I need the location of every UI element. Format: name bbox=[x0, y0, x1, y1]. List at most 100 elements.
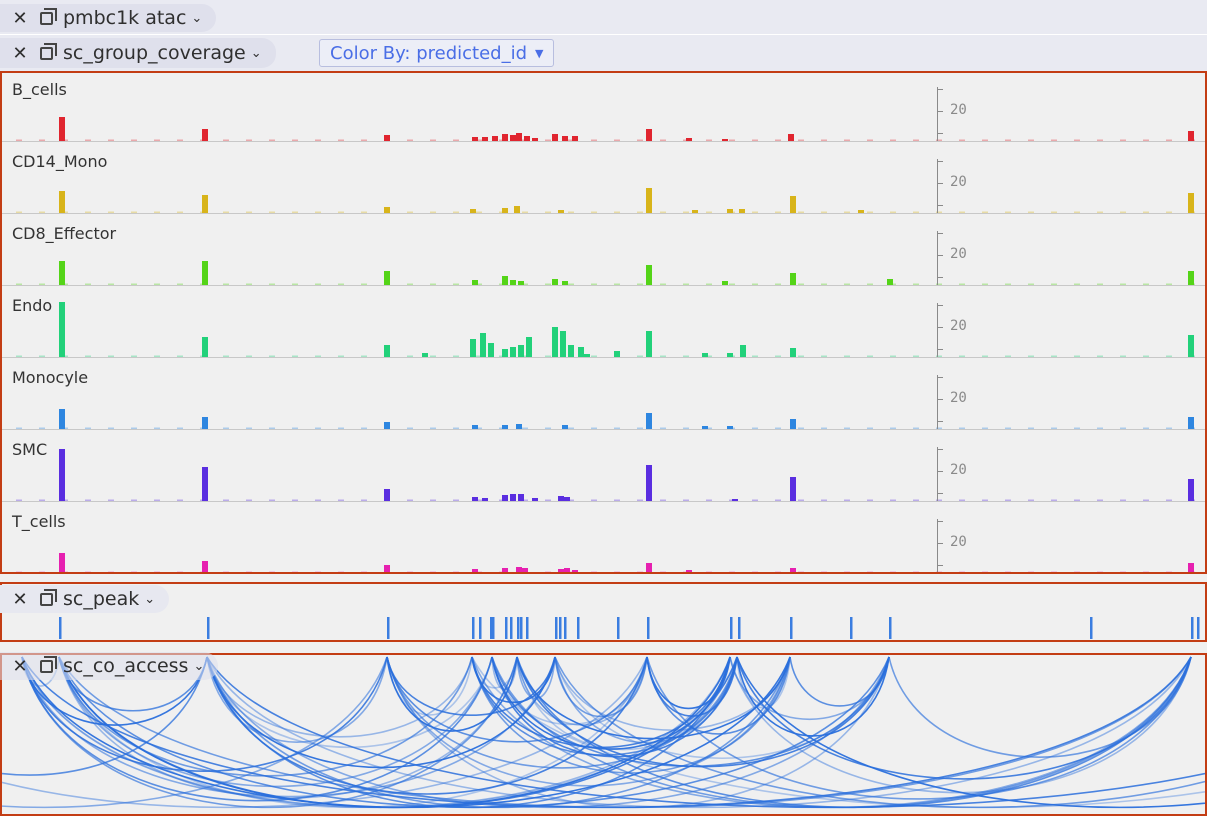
tab-sc-peak[interactable]: ✕ sc_peak ⌄ bbox=[0, 585, 170, 613]
coverage-bar bbox=[564, 497, 570, 501]
chevron-down-icon[interactable]: ⌄ bbox=[144, 591, 156, 607]
close-icon[interactable]: ✕ bbox=[12, 42, 28, 64]
noise-bar bbox=[1120, 283, 1126, 285]
group-label: B_cells bbox=[12, 80, 67, 99]
noise-bar bbox=[315, 427, 321, 429]
noise-bar bbox=[269, 283, 275, 285]
track-settings-icon[interactable] bbox=[40, 588, 57, 606]
noise-bar bbox=[177, 355, 183, 357]
coverage-bar bbox=[1188, 417, 1194, 429]
noise-bar bbox=[959, 355, 965, 357]
noise-bar bbox=[338, 283, 344, 285]
y-axis-tick-label: 20 bbox=[950, 246, 967, 262]
y-axis-tick-label: 20 bbox=[950, 174, 967, 190]
coverage-bar bbox=[384, 422, 390, 429]
co-access-arc bbox=[206, 656, 890, 809]
close-icon[interactable]: ✕ bbox=[12, 7, 28, 29]
noise-bar bbox=[1097, 499, 1103, 501]
noise-bar bbox=[591, 571, 597, 572]
noise-bar bbox=[407, 139, 413, 141]
noise-bar bbox=[568, 499, 574, 501]
close-icon[interactable]: ✕ bbox=[12, 655, 28, 677]
noise-bar bbox=[936, 211, 942, 213]
track-settings-icon[interactable] bbox=[40, 655, 57, 673]
noise-bar bbox=[844, 211, 850, 213]
noise-bar bbox=[315, 355, 321, 357]
noise-bar bbox=[706, 139, 712, 141]
coverage-bar bbox=[552, 279, 558, 285]
noise-bar bbox=[936, 139, 942, 141]
co-access-panel[interactable] bbox=[0, 653, 1207, 816]
noise-bar bbox=[269, 427, 275, 429]
tab-label: sc_peak bbox=[63, 588, 140, 610]
coverage-bar bbox=[470, 339, 476, 357]
noise-bar bbox=[775, 427, 781, 429]
noise-bar bbox=[1120, 139, 1126, 141]
track-settings-icon[interactable] bbox=[40, 42, 57, 60]
chevron-down-icon[interactable]: ⌄ bbox=[193, 658, 205, 674]
noise-bar bbox=[959, 427, 965, 429]
coverage-bar bbox=[502, 568, 508, 572]
noise-bar bbox=[775, 499, 781, 501]
coverage-bar bbox=[646, 413, 652, 429]
coverage-bar bbox=[739, 209, 745, 213]
noise-bar bbox=[131, 499, 137, 501]
co-access-arc bbox=[386, 656, 648, 743]
co-access-arc bbox=[386, 656, 890, 808]
noise-bar bbox=[568, 211, 574, 213]
noise-bar bbox=[1166, 499, 1172, 501]
color-by-dropdown[interactable]: Color By: predicted_id ▼ bbox=[319, 39, 555, 67]
noise-bar bbox=[729, 283, 735, 285]
co-access-arc bbox=[516, 656, 731, 751]
peak-mark bbox=[577, 617, 580, 639]
peak-mark bbox=[555, 617, 558, 639]
noise-bar bbox=[913, 499, 919, 501]
coverage-bar bbox=[488, 343, 494, 357]
noise-bar bbox=[545, 571, 551, 572]
co-access-arc bbox=[736, 656, 890, 737]
track-settings-icon[interactable] bbox=[40, 7, 57, 25]
co-access-arc bbox=[736, 656, 791, 709]
coverage-bar bbox=[790, 348, 796, 357]
noise-bar bbox=[269, 139, 275, 141]
tab-label: sc_co_access bbox=[63, 655, 189, 677]
coverage-bar bbox=[502, 425, 508, 429]
close-icon[interactable]: ✕ bbox=[12, 588, 28, 610]
coverage-lane: Endo 20 bbox=[2, 289, 1205, 361]
tab-sc-co-access[interactable]: ✕ sc_co_access ⌄ bbox=[0, 652, 219, 680]
coverage-bar bbox=[502, 134, 508, 141]
chevron-down-icon[interactable]: ⌄ bbox=[250, 45, 262, 61]
noise-bar bbox=[913, 571, 919, 572]
noise-bar bbox=[430, 211, 436, 213]
peak-mark bbox=[520, 617, 523, 639]
tab-pmbc1k-atac[interactable]: ✕ pmbc1k atac ⌄ bbox=[0, 4, 217, 32]
noise-bar bbox=[775, 211, 781, 213]
chevron-down-icon[interactable]: ⌄ bbox=[191, 10, 203, 26]
group-coverage-panel[interactable]: B_cells 20 CD14_Mono 20 CD8_Effector 20 Endo 20… bbox=[0, 71, 1207, 574]
noise-bar bbox=[775, 139, 781, 141]
coverage-bar bbox=[790, 568, 796, 572]
noise-bar bbox=[177, 283, 183, 285]
noise-bar bbox=[821, 427, 827, 429]
noise-bar bbox=[982, 571, 988, 572]
coverage-bar bbox=[584, 354, 590, 357]
peak-panel[interactable] bbox=[0, 582, 1207, 642]
coverage-bar bbox=[790, 273, 796, 285]
tab-sc-group-coverage[interactable]: ✕ sc_group_coverage ⌄ bbox=[0, 38, 276, 68]
coverage-bar bbox=[514, 206, 520, 213]
coverage-bar bbox=[202, 467, 208, 501]
noise-bar bbox=[752, 211, 758, 213]
coverage-bar bbox=[59, 449, 65, 501]
noise-bar bbox=[522, 499, 528, 501]
noise-bar bbox=[545, 355, 551, 357]
noise-bar bbox=[522, 283, 528, 285]
noise-bar bbox=[936, 571, 942, 572]
co-access-arc bbox=[2, 656, 648, 809]
noise-bar bbox=[752, 427, 758, 429]
noise-bar bbox=[476, 499, 482, 501]
coverage-bars bbox=[2, 375, 1205, 430]
coverage-bar bbox=[646, 563, 652, 572]
co-access-arc bbox=[206, 656, 1205, 809]
noise-bar bbox=[591, 211, 597, 213]
noise-bar bbox=[637, 139, 643, 141]
